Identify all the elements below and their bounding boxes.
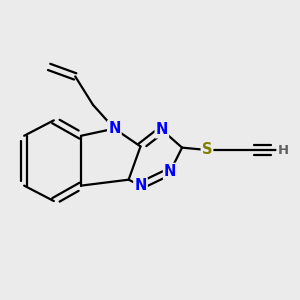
Text: N: N (164, 164, 176, 179)
Text: N: N (134, 178, 147, 193)
Text: H: H (278, 143, 289, 157)
Text: N: N (156, 122, 168, 137)
Text: S: S (202, 142, 212, 158)
Text: N: N (108, 121, 121, 136)
